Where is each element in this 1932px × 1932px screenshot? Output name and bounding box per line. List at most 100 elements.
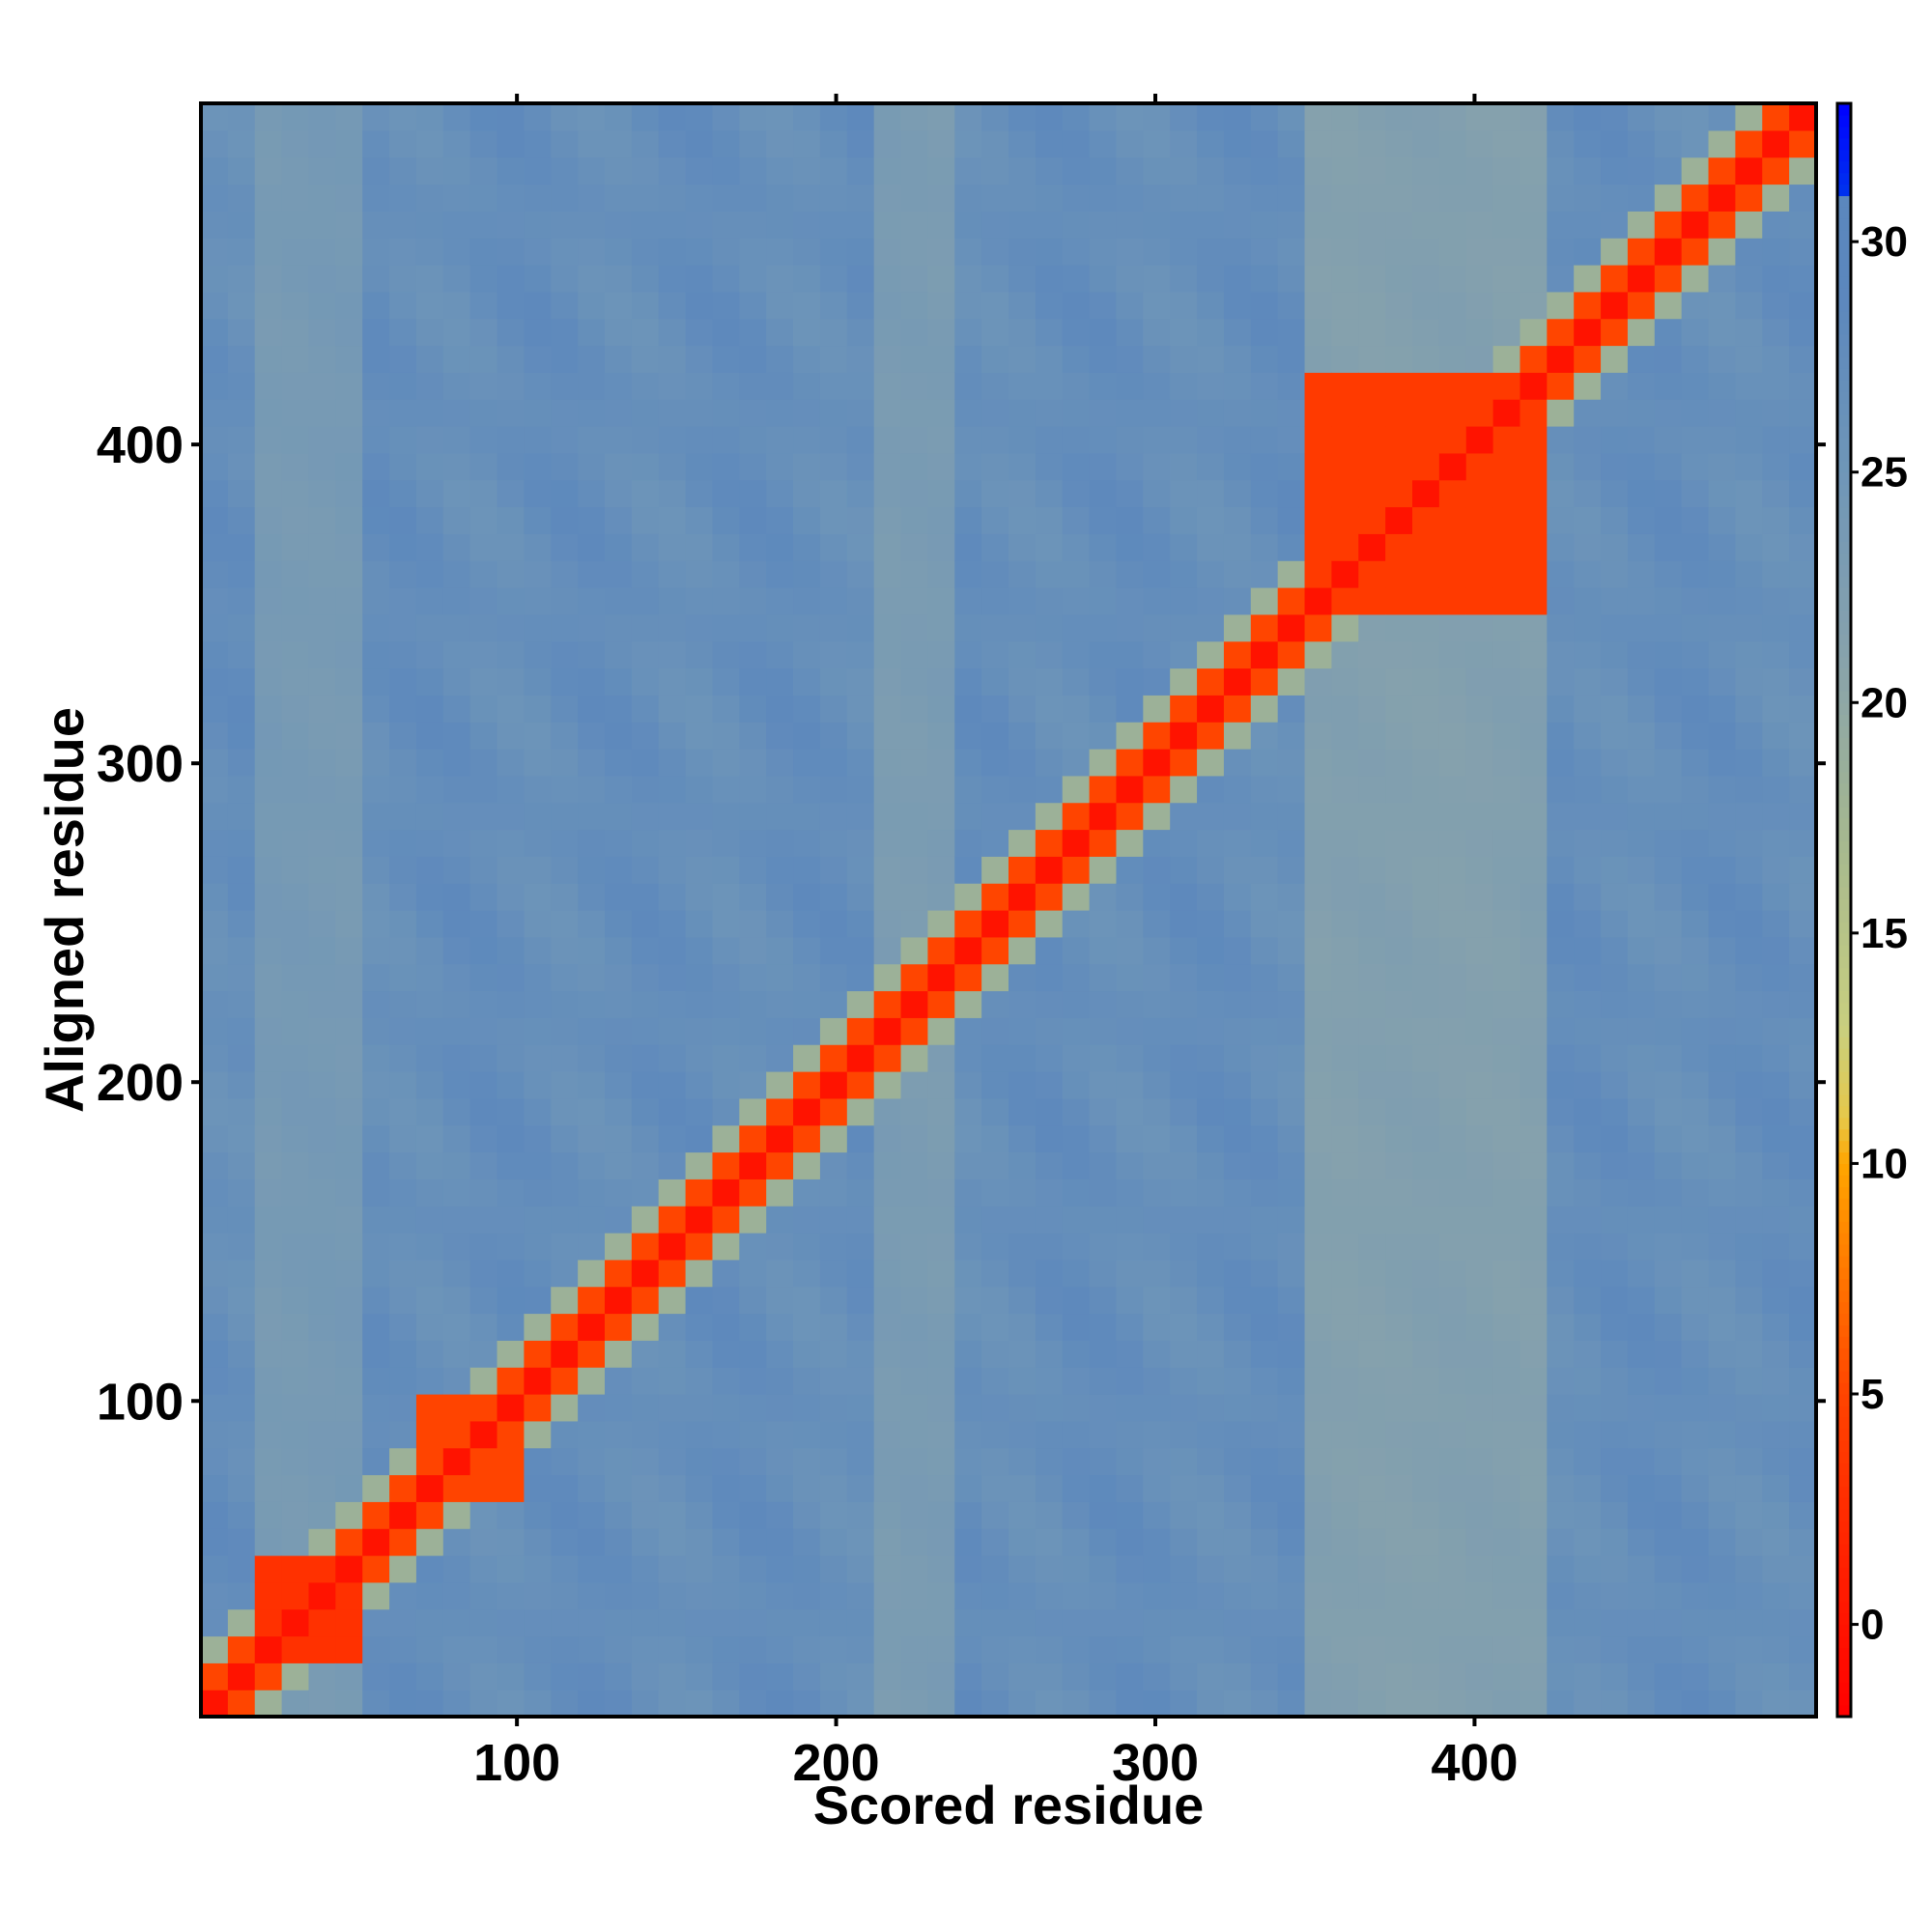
heatmap-cell [362, 560, 390, 588]
heatmap-cell [1762, 668, 1790, 696]
heatmap-cell [1197, 129, 1225, 158]
heatmap-cell [415, 1474, 444, 1502]
colorbar-segment [1837, 1589, 1851, 1603]
heatmap-cell [1708, 533, 1736, 561]
heatmap-cell [1197, 1662, 1225, 1690]
heatmap-cell [1009, 1286, 1037, 1315]
heatmap-cell [1116, 1662, 1144, 1690]
heatmap-cell [712, 1071, 740, 1099]
heatmap-cell [1385, 506, 1413, 534]
heatmap-cell [1197, 963, 1225, 992]
heatmap-cell [819, 1097, 848, 1126]
heatmap-cell [712, 883, 740, 911]
heatmap-cell [1116, 668, 1144, 696]
heatmap-cell [631, 1179, 660, 1207]
heatmap-cell [1465, 291, 1494, 320]
heatmap-cell [1385, 1367, 1413, 1395]
heatmap-cell [1492, 265, 1521, 293]
heatmap-cell [631, 856, 660, 884]
heatmap-cell [766, 1555, 794, 1583]
heatmap-cell [1762, 1259, 1790, 1288]
heatmap-cell [954, 1259, 982, 1288]
heatmap-cell [308, 345, 336, 373]
heatmap-cell [1789, 1608, 1817, 1637]
heatmap-cell [1412, 1071, 1440, 1099]
heatmap-cell [308, 856, 336, 884]
heatmap-cell [335, 1233, 363, 1261]
heatmap-cell [1627, 1367, 1656, 1395]
heatmap-cell [551, 533, 579, 561]
heatmap-cell [335, 1528, 363, 1556]
heatmap-cell [1438, 802, 1467, 831]
heatmap-cell [739, 265, 767, 293]
heatmap-cell [981, 560, 1009, 588]
heatmap-cell [1492, 587, 1521, 615]
heatmap-cell [442, 1097, 471, 1126]
heatmap-cell [201, 1367, 229, 1395]
heatmap-cell [281, 1071, 310, 1099]
colorbar-segment [1837, 1094, 1851, 1107]
heatmap-cell [766, 775, 794, 804]
colorbar-segment [1837, 1117, 1851, 1130]
heatmap-cell [712, 1635, 740, 1663]
heatmap-cell [766, 990, 794, 1018]
colorbar-segment [1837, 356, 1851, 369]
heatmap-cell [846, 1124, 875, 1153]
heatmap-cell [1223, 1233, 1252, 1261]
heatmap-cell [389, 1286, 417, 1315]
colorbar-segment [1837, 967, 1851, 980]
heatmap-cell [1358, 1017, 1386, 1045]
heatmap-cell [1654, 238, 1683, 266]
heatmap-cell [1358, 426, 1386, 454]
heatmap-cell [1520, 1071, 1548, 1099]
heatmap-cell [685, 1608, 714, 1637]
heatmap-cell [819, 184, 848, 212]
heatmap-cell [335, 103, 363, 131]
heatmap-cell [1574, 1124, 1602, 1153]
heatmap-cell [1062, 1420, 1091, 1449]
heatmap-cell [1223, 668, 1252, 696]
heatmap-cell [873, 883, 902, 911]
heatmap-cell [1601, 318, 1629, 347]
heatmap-cell [389, 1608, 417, 1637]
heatmap-cell [1304, 291, 1332, 320]
heatmap-cell [1250, 749, 1279, 777]
heatmap-cell [793, 1259, 821, 1288]
heatmap-cell [254, 883, 283, 911]
heatmap-cell [900, 211, 928, 239]
heatmap-cell [1143, 426, 1171, 454]
heatmap-cell [1762, 936, 1790, 965]
heatmap-cell [389, 883, 417, 911]
heatmap-cell [766, 291, 794, 320]
heatmap-cell [1547, 129, 1575, 158]
heatmap-cell [1197, 291, 1225, 320]
heatmap-cell [1735, 1097, 1763, 1126]
heatmap-cell [551, 345, 579, 373]
heatmap-cell [819, 560, 848, 588]
heatmap-cell [1143, 156, 1171, 185]
heatmap-cell [1116, 722, 1144, 750]
heatmap-cell [308, 399, 336, 427]
heatmap-cell [578, 1233, 606, 1261]
heatmap-cell [578, 775, 606, 804]
heatmap-cell [954, 695, 982, 723]
heatmap-cell [685, 1206, 714, 1234]
heatmap-cell [1574, 238, 1602, 266]
heatmap-cell [1762, 103, 1790, 131]
heatmap-cell [766, 1286, 794, 1315]
heatmap-cell [1762, 802, 1790, 831]
heatmap-cell [389, 1420, 417, 1449]
heatmap-cell [335, 533, 363, 561]
heatmap-cell [497, 1206, 525, 1234]
heatmap-cell [981, 1017, 1009, 1045]
heatmap-cell [497, 640, 525, 669]
colorbar-segment [1837, 932, 1851, 946]
heatmap-cell [389, 990, 417, 1018]
heatmap-cell [766, 560, 794, 588]
heatmap-cell [1170, 1097, 1198, 1126]
colorbar-segment [1837, 460, 1851, 473]
heatmap-cell [658, 129, 687, 158]
heatmap-cell [1492, 291, 1521, 320]
heatmap-cell [469, 1286, 498, 1315]
heatmap-cell [335, 1151, 363, 1179]
